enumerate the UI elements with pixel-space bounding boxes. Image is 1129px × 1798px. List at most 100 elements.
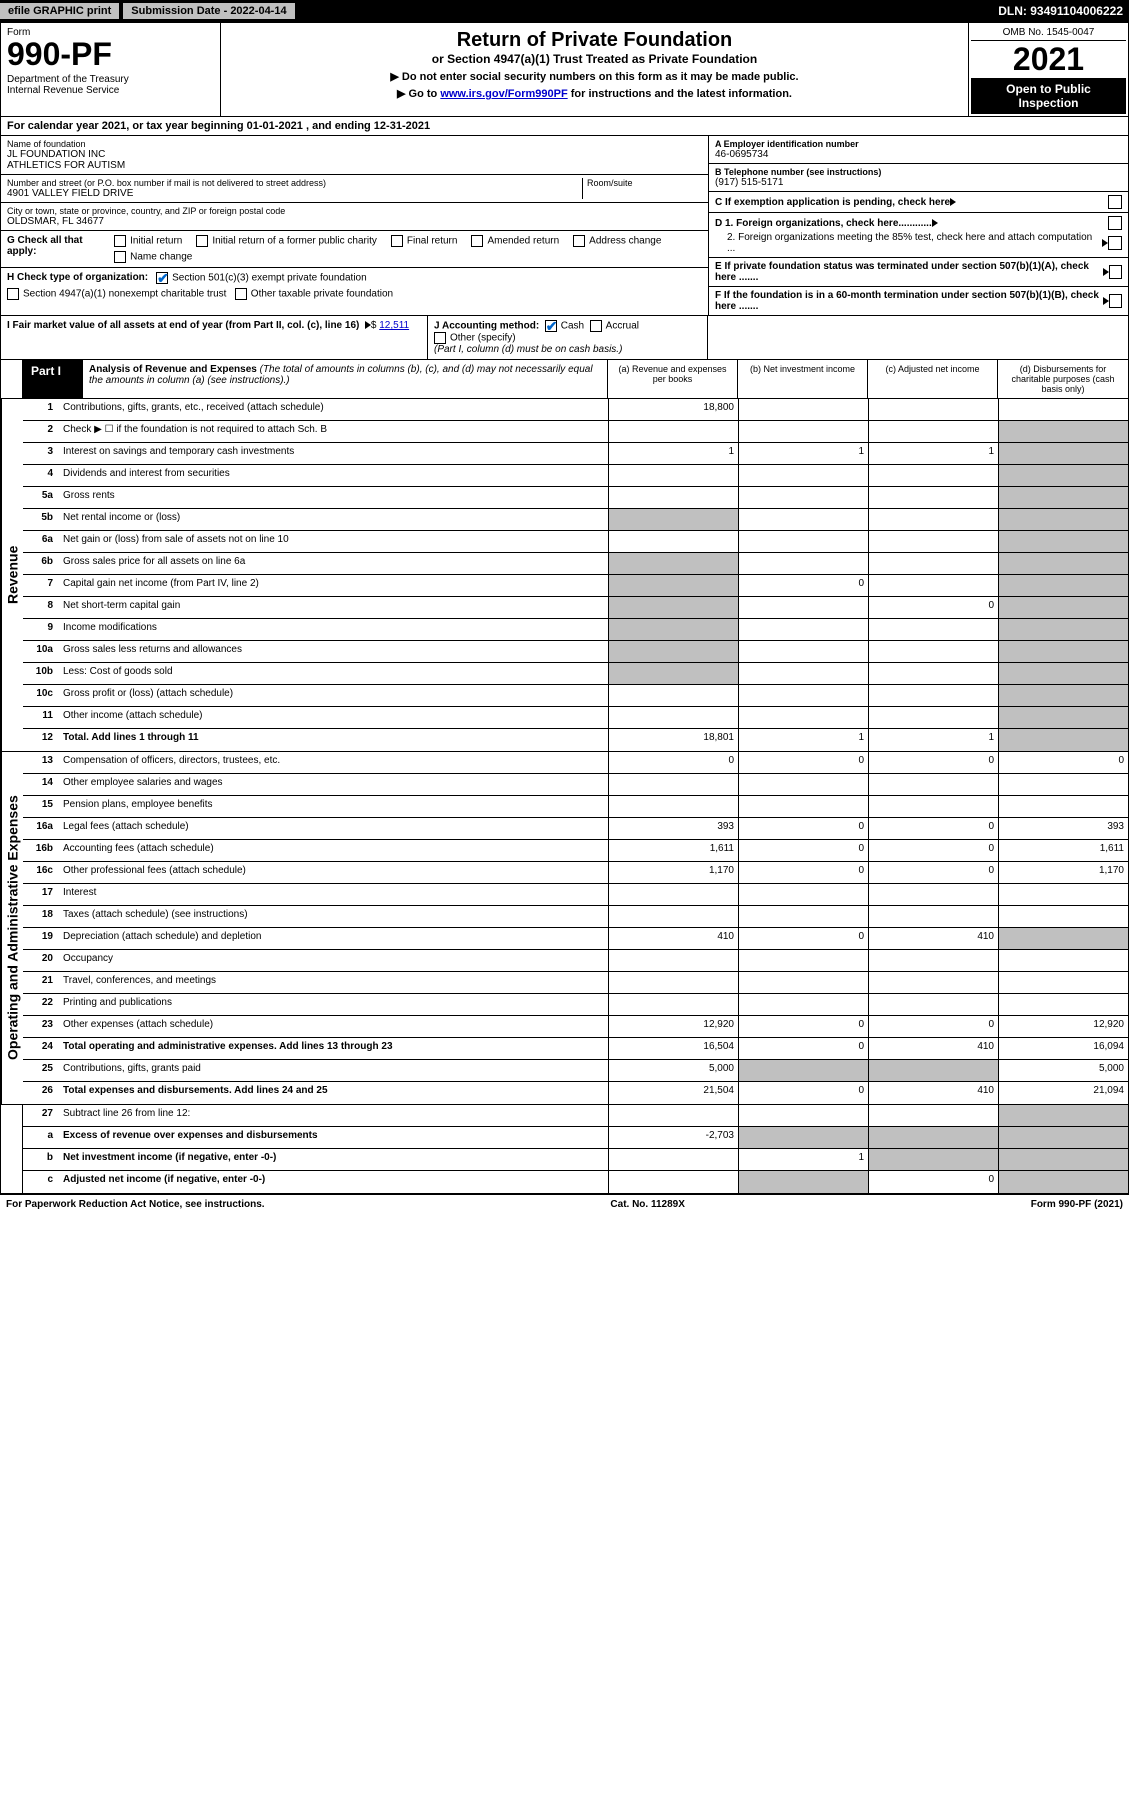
amt-a bbox=[608, 619, 738, 640]
table-row: 27 Subtract line 26 from line 12: bbox=[23, 1105, 1128, 1127]
line-desc: Pension plans, employee benefits bbox=[59, 796, 608, 817]
line-num: 16b bbox=[23, 840, 59, 861]
line-desc: Total. Add lines 1 through 11 bbox=[59, 729, 608, 751]
amt-a bbox=[608, 641, 738, 662]
efile-button[interactable]: efile GRAPHIC print bbox=[0, 3, 119, 19]
dln-label: DLN: 93491104006222 bbox=[998, 4, 1129, 18]
d2-label: 2. Foreign organizations meeting the 85%… bbox=[715, 232, 1102, 254]
table-row: 1 Contributions, gifts, grants, etc., re… bbox=[23, 399, 1128, 421]
amt-d: 12,920 bbox=[998, 1016, 1128, 1037]
amt-b bbox=[738, 1171, 868, 1193]
chk-d1[interactable] bbox=[1108, 216, 1122, 230]
amt-c bbox=[868, 1060, 998, 1081]
col-a-header: (a) Revenue and expenses per books bbox=[608, 360, 738, 398]
chk-name[interactable] bbox=[114, 251, 126, 263]
footer-left: For Paperwork Reduction Act Notice, see … bbox=[6, 1199, 265, 1210]
amt-c bbox=[868, 994, 998, 1015]
part1-header: Part I Analysis of Revenue and Expenses … bbox=[0, 360, 1129, 399]
header-left: Form 990-PF Department of the Treasury I… bbox=[1, 23, 221, 116]
side-spacer bbox=[1, 1105, 23, 1193]
line-desc: Gross sales price for all assets on line… bbox=[59, 553, 608, 574]
amt-d bbox=[998, 421, 1128, 442]
opt-accrual: Accrual bbox=[606, 321, 639, 332]
line-num: 18 bbox=[23, 906, 59, 927]
amt-c: 410 bbox=[868, 1082, 998, 1104]
chk-initial[interactable] bbox=[114, 235, 126, 247]
chk-final[interactable] bbox=[391, 235, 403, 247]
page-footer: For Paperwork Reduction Act Notice, see … bbox=[0, 1194, 1129, 1214]
chk-e[interactable] bbox=[1109, 265, 1122, 279]
chk-other[interactable] bbox=[434, 332, 446, 344]
expense-table: Operating and Administrative Expenses 13… bbox=[0, 752, 1129, 1105]
amt-b: 0 bbox=[738, 575, 868, 596]
line-num: 6a bbox=[23, 531, 59, 552]
amt-b bbox=[738, 884, 868, 905]
line-num: b bbox=[23, 1149, 59, 1170]
amt-c: 0 bbox=[868, 597, 998, 618]
amt-b bbox=[738, 553, 868, 574]
amt-b: 0 bbox=[738, 862, 868, 883]
line-num: 23 bbox=[23, 1016, 59, 1037]
chk-d2[interactable] bbox=[1108, 236, 1122, 250]
amt-d bbox=[998, 575, 1128, 596]
amt-d bbox=[998, 1149, 1128, 1170]
amt-c bbox=[868, 950, 998, 971]
chk-other-tax[interactable] bbox=[235, 288, 247, 300]
line-desc: Contributions, gifts, grants, etc., rece… bbox=[59, 399, 608, 420]
col-c-header: (c) Adjusted net income bbox=[868, 360, 998, 398]
amt-d: 16,094 bbox=[998, 1038, 1128, 1059]
line-desc: Other employee salaries and wages bbox=[59, 774, 608, 795]
fmv-value[interactable]: 12,511 bbox=[379, 320, 409, 331]
amt-c bbox=[868, 1149, 998, 1170]
amt-d: 1,170 bbox=[998, 862, 1128, 883]
address: 4901 VALLEY FIELD DRIVE bbox=[7, 188, 582, 199]
line-num: 1 bbox=[23, 399, 59, 420]
amt-a bbox=[608, 972, 738, 993]
phone-cell: B Telephone number (see instructions) (9… bbox=[709, 164, 1128, 192]
amt-b: 0 bbox=[738, 928, 868, 949]
opt-initial-former: Initial return of a former public charit… bbox=[212, 236, 377, 247]
line-desc: Adjusted net income (if negative, enter … bbox=[59, 1171, 608, 1193]
chk-cash[interactable] bbox=[545, 320, 557, 332]
chk-accrual[interactable] bbox=[590, 320, 602, 332]
entity-left: Name of foundation JL FOUNDATION INC ATH… bbox=[1, 136, 708, 315]
chk-4947[interactable] bbox=[7, 288, 19, 300]
chk-f[interactable] bbox=[1109, 294, 1122, 308]
line-desc: Other professional fees (attach schedule… bbox=[59, 862, 608, 883]
line-num: 4 bbox=[23, 465, 59, 486]
amt-b: 0 bbox=[738, 818, 868, 839]
amt-c bbox=[868, 399, 998, 420]
line-num: 25 bbox=[23, 1060, 59, 1081]
chk-amended[interactable] bbox=[471, 235, 483, 247]
irs-link[interactable]: www.irs.gov/Form990PF bbox=[440, 88, 567, 100]
amt-a: 0 bbox=[608, 752, 738, 773]
note-link: ▶ Go to www.irs.gov/Form990PF for instru… bbox=[227, 87, 962, 100]
expense-body: 13 Compensation of officers, directors, … bbox=[23, 752, 1128, 1104]
arrow-icon bbox=[932, 219, 938, 227]
chk-c[interactable] bbox=[1108, 195, 1122, 209]
amt-a: 16,504 bbox=[608, 1038, 738, 1059]
line-desc: Total expenses and disbursements. Add li… bbox=[59, 1082, 608, 1104]
line-desc: Excess of revenue over expenses and disb… bbox=[59, 1127, 608, 1148]
amt-b bbox=[738, 663, 868, 684]
line-desc: Check ▶ ☐ if the foundation is not requi… bbox=[59, 421, 608, 442]
amt-d bbox=[998, 663, 1128, 684]
chk-initial-former[interactable] bbox=[196, 235, 208, 247]
city-cell: City or town, state or province, country… bbox=[1, 203, 708, 231]
amt-b bbox=[738, 994, 868, 1015]
opt-4947: Section 4947(a)(1) nonexempt charitable … bbox=[23, 289, 226, 300]
expense-side-label: Operating and Administrative Expenses bbox=[1, 752, 23, 1104]
line-desc: Compensation of officers, directors, tru… bbox=[59, 752, 608, 773]
line27-table: 27 Subtract line 26 from line 12: a Exce… bbox=[0, 1105, 1129, 1194]
table-row: 16a Legal fees (attach schedule) 393 0 0… bbox=[23, 818, 1128, 840]
chk-address[interactable] bbox=[573, 235, 585, 247]
note-post: for instructions and the latest informat… bbox=[568, 88, 792, 100]
amt-c bbox=[868, 1105, 998, 1126]
amt-d bbox=[998, 531, 1128, 552]
line-num: 17 bbox=[23, 884, 59, 905]
chk-501c3[interactable] bbox=[156, 272, 168, 284]
line27-body: 27 Subtract line 26 from line 12: a Exce… bbox=[23, 1105, 1128, 1193]
amt-a bbox=[608, 421, 738, 442]
amt-c bbox=[868, 553, 998, 574]
line-desc: Net rental income or (loss) bbox=[59, 509, 608, 530]
